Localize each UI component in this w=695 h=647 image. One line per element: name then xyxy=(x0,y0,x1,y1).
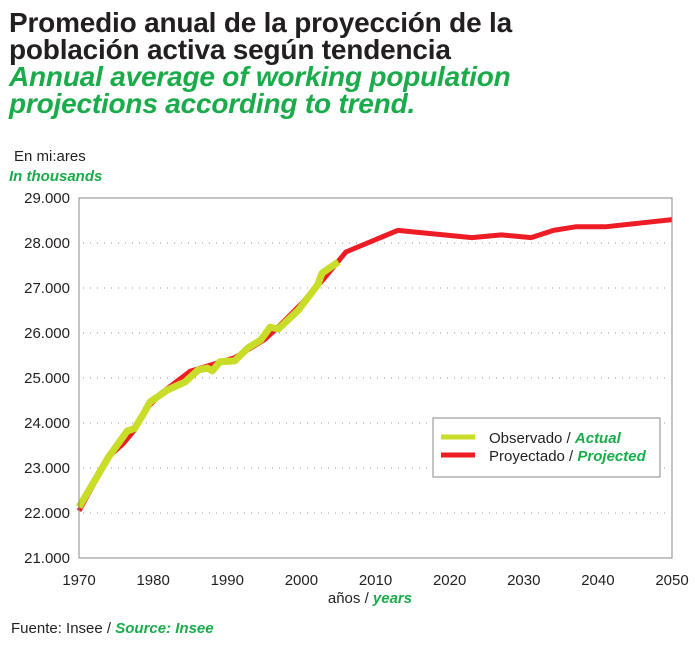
units-label-english: In thousands xyxy=(9,168,103,185)
x-tick-label: 2050 xyxy=(655,572,688,589)
x-tick-label: 2020 xyxy=(433,572,466,589)
x-tick-label: 1980 xyxy=(136,572,169,589)
source-note-en: Source: Insee xyxy=(115,620,214,637)
y-tick-label: 28.000 xyxy=(24,235,70,252)
legend-label-observed: Observado / Actual xyxy=(489,430,622,447)
x-axis-ticks: 1970 1980 1990 2000 2010 2020 2030 2040 2050 xyxy=(62,572,688,589)
y-tick-label: 24.000 xyxy=(24,415,70,432)
legend-label-projected-en: Projected xyxy=(577,448,646,465)
source-note-es: Fuente: Insee / xyxy=(11,620,116,637)
source-note: Fuente: Insee / Source: Insee xyxy=(11,620,214,637)
y-axis-ticks: 21.000 22.000 23.000 24.000 25.000 26.000 27.0… xyxy=(24,190,70,567)
chart-title-english: Annual average of working population pro… xyxy=(9,61,511,119)
legend-box xyxy=(432,417,661,478)
y-tick-label: 25.000 xyxy=(24,370,70,387)
plot-frame xyxy=(78,197,673,559)
x-tick-label: 2030 xyxy=(507,572,540,589)
legend: Observado / Actual Proyectado / Projecte… xyxy=(432,417,661,478)
y-tick-label: 21.000 xyxy=(24,550,70,567)
chart-title-spanish: Promedio anual de la proyección de la po… xyxy=(9,7,512,65)
x-axis-label-en: years xyxy=(372,590,413,607)
legend-label-projected-es: Proyectado / xyxy=(489,448,577,465)
legend-label-observed-es: Observado / xyxy=(489,430,575,447)
x-axis-label: años / years xyxy=(0,590,695,607)
x-tick-label: 1970 xyxy=(62,572,95,589)
y-tick-label: 22.000 xyxy=(24,505,70,522)
y-tick-label: 27.000 xyxy=(24,280,70,297)
series-lines xyxy=(75,217,673,513)
y-tick-label: 26.000 xyxy=(24,325,70,342)
x-axis-label-es: años / xyxy=(327,590,373,607)
x-tick-label: 2040 xyxy=(581,572,614,589)
y-tick-label: 29.000 xyxy=(24,190,70,207)
x-tick-label: 2000 xyxy=(285,572,318,589)
y-tick-label: 23.000 xyxy=(24,460,70,477)
x-tick-label: 2010 xyxy=(359,572,392,589)
legend-label-projected: Proyectado / Projected xyxy=(489,448,647,465)
legend-label-observed-en: Actual xyxy=(574,430,622,447)
units-label-spanish: En mi:ares xyxy=(14,148,86,165)
series-line-observed xyxy=(75,259,341,509)
x-tick-label: 1990 xyxy=(211,572,244,589)
